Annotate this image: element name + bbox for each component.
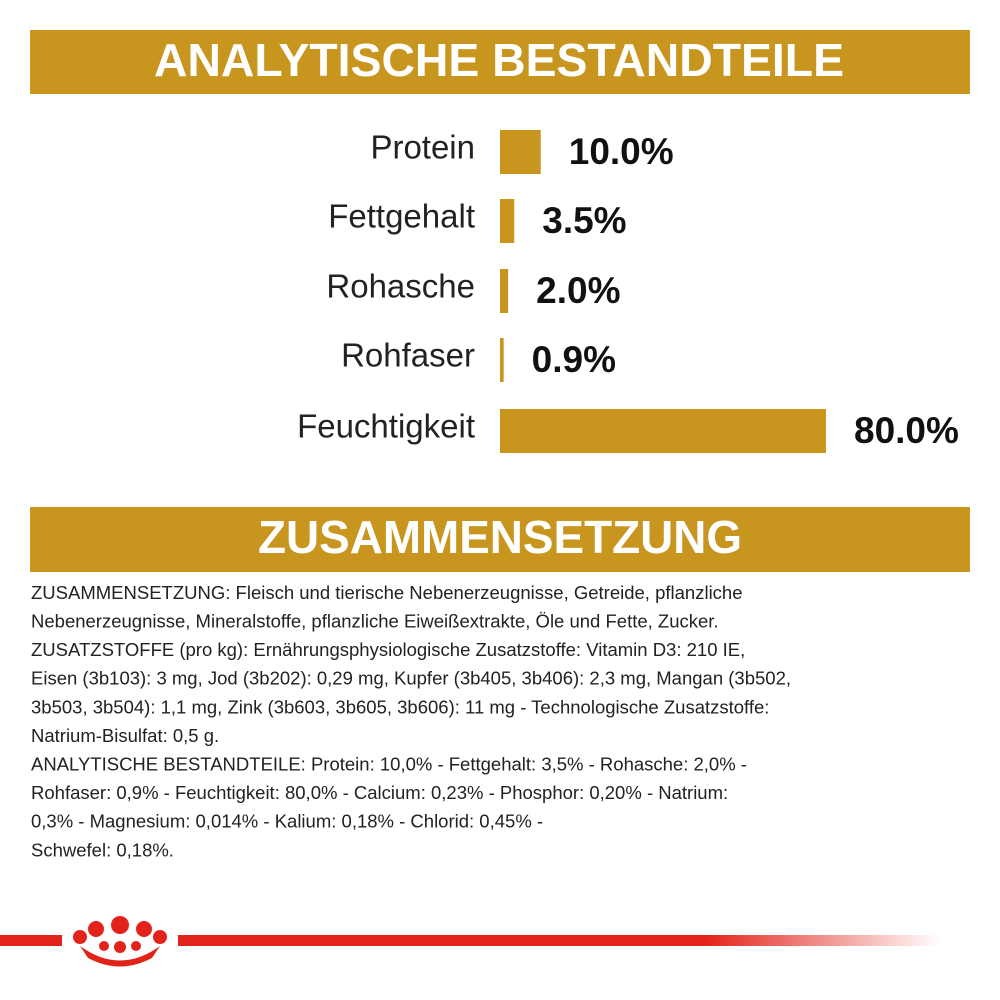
composition-line: ANALYTISCHE BESTANDTEILE: Protein: 10,0%… (31, 753, 747, 774)
header-band (30, 30, 970, 94)
composition-line: 0,3% - Magnesium: 0,014% - Kalium: 0,18%… (31, 811, 543, 832)
category-label: Rohasche (326, 268, 475, 305)
bar (500, 199, 515, 243)
composition-line: Eisen (3b103): 3 mg, Jod (3b202): 0,29 m… (31, 668, 791, 689)
section-title: ANALYTISCHE BESTANDTEILE (154, 34, 844, 86)
composition-line: 3b503, 3b504): 1,1 mg, Zink (3b603, 3b60… (31, 696, 769, 717)
value-label: 0.9% (532, 339, 616, 380)
section-title: ZUSAMMENSETZUNG (258, 511, 742, 563)
value-label: 80.0% (854, 410, 959, 451)
composition-line: ZUSATZSTOFFE (pro kg): Ernährungsphysiol… (31, 639, 745, 660)
value-label: 3.5% (542, 200, 626, 241)
composition-line: Nebenerzeugnisse, Mineralstoffe, pflanzl… (31, 610, 719, 631)
bar (500, 269, 509, 313)
header-band (30, 507, 970, 572)
value-label: 2.0% (536, 270, 620, 311)
bar-chart: Protein 10.0% Fettgehalt 3.5% Rohasche 2.0% Ro… (297, 129, 959, 453)
composition-line: Schwefel: 0,18%. (31, 839, 174, 860)
value-label: 10.0% (569, 131, 674, 172)
composition-text: ZUSAMMENSETZUNG: Fleisch und tierische N… (31, 582, 791, 860)
composition-line: Rohfaser: 0,9% - Feuchtigkeit: 80,0% - C… (31, 782, 728, 803)
category-label: Feuchtigkeit (297, 408, 475, 445)
bar (500, 409, 826, 453)
category-label: Rohfaser (341, 337, 475, 374)
composition-line: ZUSAMMENSETZUNG: Fleisch und tierische N… (31, 582, 743, 603)
bar (500, 338, 504, 382)
composition-line: Natrium-Bisulfat: 0,5 g. (31, 725, 219, 746)
bar (500, 130, 541, 174)
footer-line (0, 935, 940, 946)
crown-logo (62, 916, 178, 967)
category-label: Fettgehalt (328, 198, 475, 235)
category-label: Protein (370, 129, 475, 166)
